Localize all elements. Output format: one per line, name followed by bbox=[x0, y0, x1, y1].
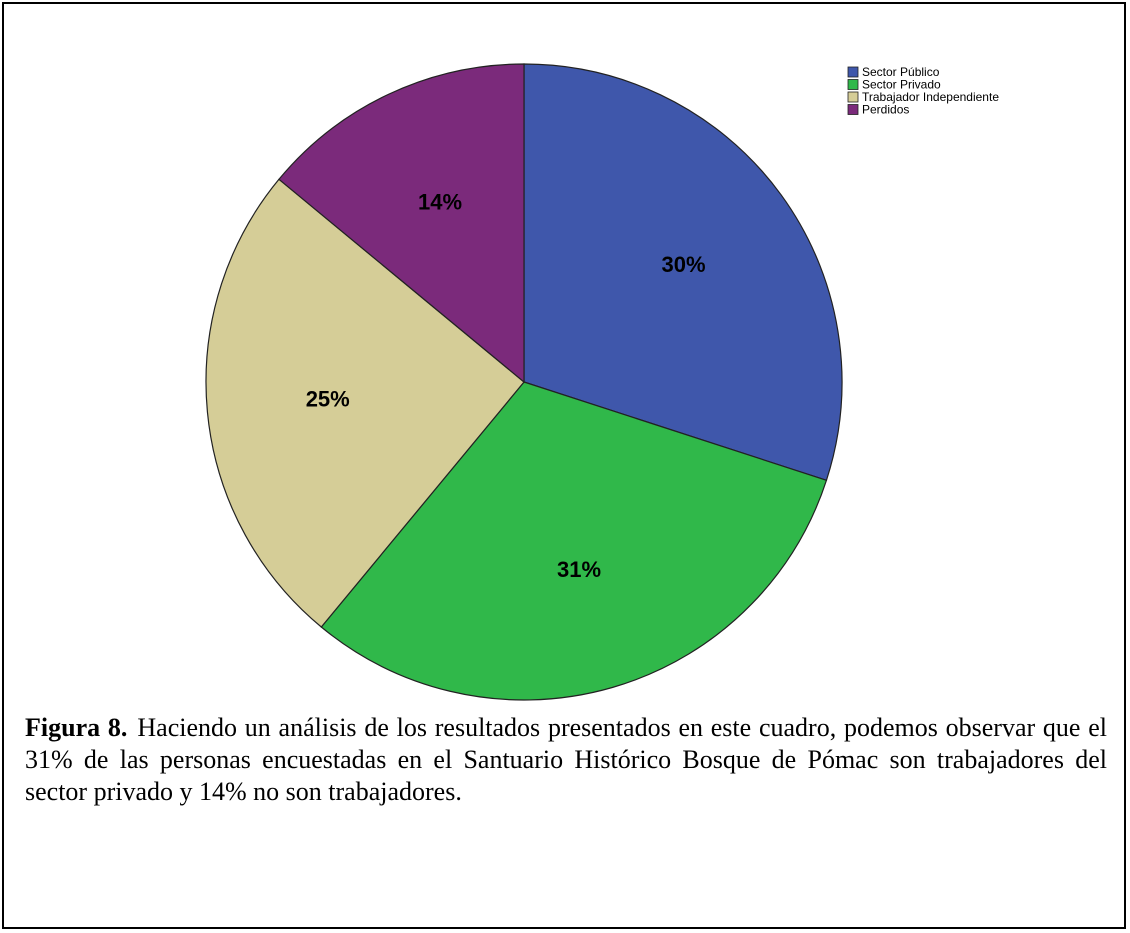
caption-text: Haciendo un análisis de los resultados p… bbox=[25, 713, 1107, 806]
legend-label: Perdidos bbox=[862, 103, 909, 117]
pie-slice bbox=[278, 63, 525, 384]
value-label: 14% bbox=[418, 189, 462, 214]
pie-slice bbox=[205, 178, 525, 628]
legend-label: Sector Público bbox=[862, 65, 940, 79]
legend-swatch bbox=[847, 104, 859, 115]
value-label: 30% bbox=[661, 252, 705, 277]
value-label: 25% bbox=[306, 386, 350, 411]
legend-swatch bbox=[847, 66, 859, 78]
legend-swatch bbox=[847, 79, 859, 90]
caption-label: Figura 8. bbox=[25, 713, 128, 742]
legend-label: Sector Privado bbox=[862, 78, 941, 92]
legend-label: Trabajador Independiente bbox=[862, 90, 999, 104]
value-label: 31% bbox=[557, 557, 601, 582]
caption: Figura 8. Haciendo un análisis de los res… bbox=[25, 712, 1107, 808]
pie-slice bbox=[320, 381, 828, 701]
legend-swatch bbox=[847, 91, 859, 103]
pie-slice bbox=[523, 63, 843, 482]
